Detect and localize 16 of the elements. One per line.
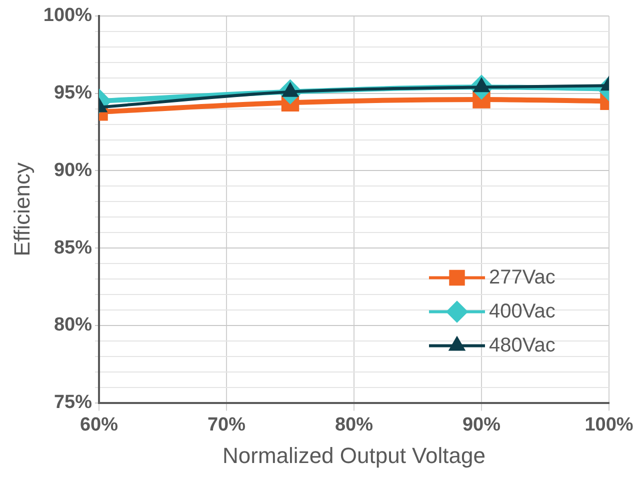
y-tick-label: 85% [54,237,92,258]
legend-label: 400Vac [489,300,556,322]
x-tick-label: 80% [334,414,374,436]
x-axis-title: Normalized Output Voltage [222,442,486,468]
x-tick-label: 70% [207,414,246,436]
x-tick-label: 60% [80,414,118,436]
y-tick-label: 90% [54,160,92,181]
legend-label: 480Vac [489,334,556,356]
x-tick-label: 100% [584,414,634,436]
y-tick-label: 100% [43,5,92,26]
y-tick-label: 75% [54,392,92,414]
y-axis-title: Efficiency [9,162,34,256]
legend-label: 277Vac [489,266,556,288]
x-tick-label: 90% [462,414,501,436]
y-tick-label: 95% [54,82,92,104]
y-tick-label: 80% [54,314,92,336]
